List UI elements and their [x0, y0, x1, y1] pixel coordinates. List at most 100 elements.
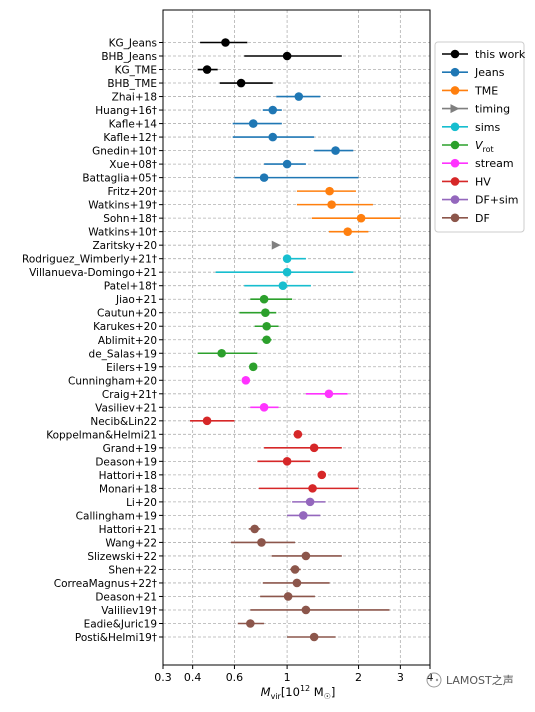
data-point	[202, 416, 212, 426]
y-tick-label: Slizewski+22	[87, 551, 157, 563]
y-tick-label: Zhai+18	[112, 92, 157, 104]
y-tick-label: Sohn+18†	[103, 213, 157, 225]
x-axis-label-sub: vir	[271, 692, 282, 701]
y-tick-label: Cunningham+20	[68, 375, 157, 387]
y-tick-label: Zaritsky+20	[92, 240, 157, 252]
data-point	[246, 619, 255, 628]
y-tick-label: Hattori+21	[99, 524, 157, 536]
legend-label: this work	[475, 48, 526, 61]
legend-label: TME	[474, 84, 498, 97]
legend-label: sims	[475, 121, 501, 134]
watermark-text: LAMOST之声	[446, 673, 514, 687]
y-tick-label: Wang+22	[105, 537, 157, 549]
y-tick-label: Huang+16†	[95, 105, 157, 117]
y-tick-label: Grand+19	[103, 443, 157, 455]
x-tick-label: 0.6	[226, 671, 244, 684]
data-point	[282, 159, 292, 169]
legend-marker	[450, 177, 460, 186]
data-point	[261, 308, 270, 318]
data-point	[356, 213, 366, 223]
legend-item: DF+sim	[442, 194, 519, 207]
data-point	[262, 321, 271, 331]
x-axis-label-close: ]	[331, 685, 336, 699]
data-point	[282, 267, 292, 277]
data-point	[331, 146, 340, 155]
x-tick-layer: 0.3 0.4 0.6 1 2 3 4	[154, 665, 434, 684]
legend-item: stream	[442, 157, 514, 170]
y-tick-label: Shen+22	[108, 564, 157, 576]
x-axis-label-units: [10	[281, 685, 300, 699]
x-tick-label: 3	[397, 671, 404, 684]
legend-label: DF+sim	[475, 194, 519, 207]
data-point	[259, 403, 269, 412]
legend-label: DF	[475, 212, 490, 225]
y-tick-label: Li+20	[126, 497, 157, 509]
legend-marker	[450, 158, 460, 168]
y-tick-label: Xue+08†	[109, 159, 157, 171]
x-tick-label: 0.3	[154, 671, 172, 684]
legend: this work Jeans TME timing sims Vrot stream HV D…	[434, 41, 526, 233]
y-tick-label: Koppelman&Helmi21	[46, 429, 157, 441]
y-tick-label: Ablimit+20	[98, 335, 157, 347]
data-point	[268, 105, 278, 115]
y-tick-label: Cautun+20	[97, 308, 157, 320]
data-point	[301, 551, 311, 561]
data-point	[283, 592, 293, 601]
y-tick-label: BHB_TME	[107, 78, 157, 90]
y-tick-label: Kafle+12†	[103, 132, 157, 144]
data-point	[290, 565, 300, 574]
x-axis-label-tail: M	[310, 685, 324, 699]
marker-layer	[202, 38, 366, 642]
y-tick-label: Karukes+20	[93, 321, 157, 333]
data-point	[236, 78, 246, 88]
y-tick-label: Gnedin+10†	[92, 146, 157, 158]
legend-marker	[450, 195, 460, 204]
x-tick-label: 4	[427, 671, 434, 684]
legend-item: TME	[442, 84, 498, 97]
y-tick-label: Monari+18	[99, 483, 157, 495]
data-point	[248, 119, 258, 128]
legend-label: HV	[475, 175, 491, 188]
legend-marker	[450, 86, 460, 95]
y-tick-label: Watkins+10†	[88, 227, 157, 239]
x-axis-label-exp: 12	[300, 684, 310, 693]
y-tick-label: Deason+21	[95, 591, 157, 603]
x-tick-label: 1	[284, 671, 291, 684]
data-point	[268, 132, 278, 142]
data-point	[217, 348, 226, 358]
legend-item: DF	[442, 212, 490, 225]
data-point	[324, 389, 334, 399]
legend-label: timing	[475, 103, 510, 116]
x-axis-label-main: M	[261, 685, 271, 699]
watermark: LAMOST之声	[426, 672, 514, 688]
y-tick-label: Villanueva-Domingo+21	[29, 267, 157, 279]
data-point	[309, 443, 319, 453]
y-tick-label: Rodriguez_Wimberly+21†	[22, 254, 157, 266]
y-tick-label: Posti&Helmi19†	[75, 632, 157, 644]
legend-item: timing	[442, 103, 510, 116]
legend-label: stream	[475, 157, 514, 170]
legend-item: sims	[442, 121, 501, 134]
data-point	[317, 470, 327, 480]
data-point	[202, 65, 212, 74]
legend-item: this work	[442, 48, 526, 61]
legend-marker	[450, 49, 460, 59]
data-point	[308, 484, 317, 493]
data-point	[305, 497, 315, 507]
legend-marker	[450, 213, 460, 223]
data-point	[343, 227, 352, 236]
y-tick-label: Battaglia+05†	[82, 173, 157, 185]
y-tick-label: Hattori+18	[99, 470, 157, 482]
data-point	[259, 173, 269, 182]
data-point	[293, 430, 303, 439]
y-tick-label: KG_TME	[115, 65, 157, 77]
legend-item: Vrot	[442, 139, 494, 154]
data-point	[221, 38, 230, 47]
data-point	[271, 240, 281, 250]
data-point	[257, 538, 266, 547]
legend-item: Jeans	[442, 66, 505, 79]
legend-label: Vrot	[475, 139, 494, 154]
data-point	[301, 605, 311, 615]
